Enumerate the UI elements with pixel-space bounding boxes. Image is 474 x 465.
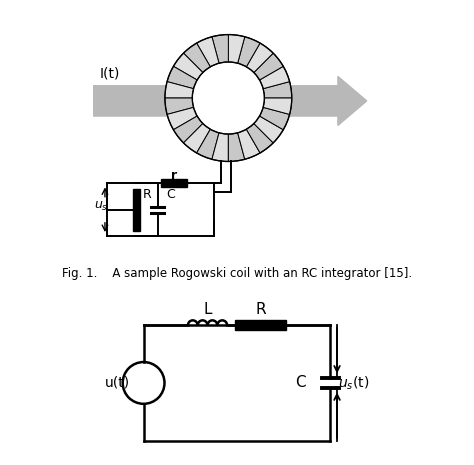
Polygon shape — [183, 43, 210, 73]
Polygon shape — [165, 98, 193, 114]
Polygon shape — [165, 81, 193, 98]
Text: R: R — [255, 302, 265, 317]
Text: $u_s$: $u_s$ — [94, 200, 109, 213]
Circle shape — [165, 34, 292, 161]
Polygon shape — [228, 133, 245, 161]
Polygon shape — [183, 124, 210, 153]
Polygon shape — [260, 66, 290, 89]
Polygon shape — [212, 133, 228, 161]
Bar — [235, 320, 286, 330]
Text: Fig. 1.    A sample Rogowski coil with an RC integrator [15].: Fig. 1. A sample Rogowski coil with an R… — [62, 267, 412, 280]
Polygon shape — [237, 129, 260, 159]
Polygon shape — [254, 53, 283, 80]
Text: C: C — [296, 375, 306, 391]
Polygon shape — [260, 107, 290, 130]
Bar — [133, 189, 139, 231]
Bar — [161, 179, 187, 187]
Polygon shape — [167, 107, 197, 130]
Polygon shape — [228, 34, 245, 63]
Polygon shape — [237, 37, 260, 67]
Text: C: C — [166, 188, 174, 201]
Polygon shape — [167, 66, 197, 89]
Text: I(t): I(t) — [100, 67, 120, 81]
FancyArrow shape — [93, 76, 367, 126]
Polygon shape — [246, 124, 273, 153]
Polygon shape — [197, 37, 219, 67]
Circle shape — [192, 62, 264, 134]
Text: $u_s$(t): $u_s$(t) — [338, 374, 369, 392]
Polygon shape — [173, 53, 203, 80]
Polygon shape — [263, 98, 292, 114]
Polygon shape — [263, 81, 292, 98]
Polygon shape — [173, 116, 203, 143]
Polygon shape — [212, 34, 228, 63]
Polygon shape — [246, 43, 273, 73]
Polygon shape — [254, 116, 283, 143]
Text: R: R — [143, 188, 151, 201]
Text: L: L — [203, 302, 212, 317]
Polygon shape — [197, 129, 219, 159]
Text: u(t): u(t) — [105, 376, 130, 390]
Text: r: r — [171, 169, 177, 182]
